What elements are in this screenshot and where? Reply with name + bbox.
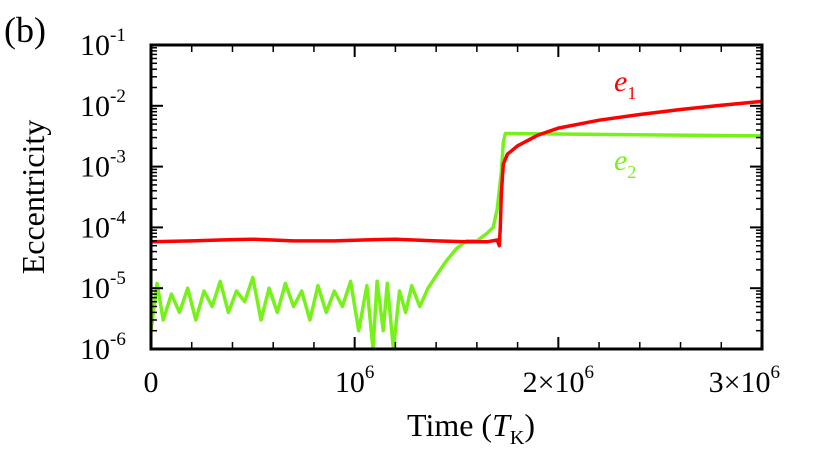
y-tick-label-base: 10: [80, 272, 110, 305]
y-tick-label: 10-5: [80, 268, 126, 305]
legend-e2-symbol: e: [614, 144, 627, 177]
y-tick-label: 10-4: [80, 207, 126, 244]
y-tick-label-exp: -3: [110, 147, 126, 168]
x-tick-label: 2×106: [523, 362, 594, 399]
x-tick-label-base: 3×10: [709, 366, 771, 399]
x-axis-label-symbol: T: [492, 407, 512, 443]
plot-frame: [149, 43, 764, 351]
legend-e2: e2: [614, 144, 636, 182]
y-tick-label: 10-2: [80, 86, 126, 123]
y-tick-label: 10-6: [80, 329, 126, 366]
x-tick-label-exp: 6: [771, 362, 781, 383]
y-tick-label: 10-3: [80, 147, 126, 184]
y-tick-label-base: 10: [80, 333, 110, 366]
legend-e1-subscript: 1: [627, 83, 636, 103]
y-tick-label-exp: -5: [110, 268, 126, 289]
series-line-e1: [150, 99, 763, 248]
y-tick-label-exp: -2: [110, 86, 126, 107]
y-tick-label-base: 10: [80, 211, 110, 244]
legend-e1: e1: [614, 65, 636, 103]
x-tick-label: 3×106: [709, 362, 780, 399]
legend-e1-symbol: e: [614, 65, 627, 98]
legend-e2-subscript: 2: [627, 162, 636, 182]
x-tick-label-exp: 6: [365, 362, 375, 383]
x-tick-label-base: 2×10: [523, 366, 585, 399]
y-tick-label-base: 10: [80, 90, 110, 123]
x-tick-label: 106: [335, 362, 375, 399]
x-tick-label-base: 0: [144, 366, 159, 399]
y-tick-label-base: 10: [80, 29, 110, 62]
x-tick-label: 0: [144, 366, 159, 399]
x-tick-label-base: 10: [335, 366, 365, 399]
y-tick-label-exp: -6: [110, 329, 126, 350]
y-tick-label: 10-1: [80, 25, 126, 62]
series-layer: [149, 99, 763, 351]
x-tick-label-exp: 6: [585, 362, 595, 383]
y-tick-label-base: 10: [80, 151, 110, 184]
y-tick-label-exp: -1: [110, 25, 126, 46]
x-axis-label-subscript: K: [510, 427, 525, 449]
y-axis-label: Eccentricity: [15, 120, 51, 275]
x-axis-label-text: Time (: [407, 407, 492, 443]
y-tick-label-exp: -4: [110, 207, 126, 228]
panel-label: (b): [4, 10, 46, 50]
x-axis-label: Time (TK): [407, 407, 535, 449]
x-axis-label-close: ): [524, 407, 535, 443]
